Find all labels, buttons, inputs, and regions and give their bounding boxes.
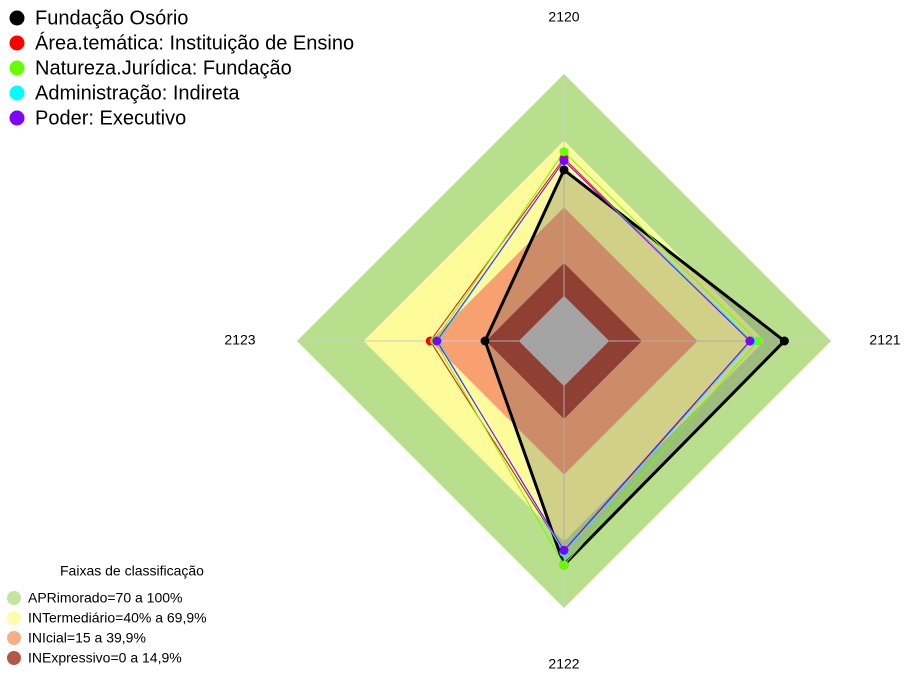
- legend-label: Fundação Osório: [35, 7, 188, 29]
- bands-legend-marker: [7, 611, 21, 625]
- series-point: [559, 147, 569, 157]
- series-point: [559, 545, 569, 555]
- axis-label: 2122: [548, 656, 579, 672]
- bands-legend-label: INIcial=15 a 39,9%: [28, 630, 146, 646]
- band: [430, 207, 698, 475]
- legend-marker: [9, 110, 25, 126]
- band: [485, 262, 643, 420]
- legend-marker: [9, 35, 25, 51]
- legend-label: Área.temática: Instituição de Ensino: [35, 31, 354, 54]
- axis-label: 2123: [224, 332, 255, 348]
- bands-legend-marker: [7, 591, 21, 605]
- axis-label: 2120: [548, 9, 579, 25]
- legend-marker: [9, 60, 25, 76]
- legend-marker: [9, 10, 25, 26]
- series-point: [779, 336, 789, 346]
- band: [363, 140, 765, 542]
- axis-label: 2121: [869, 332, 900, 348]
- series-point: [559, 156, 569, 166]
- bands-legend-marker: [7, 631, 21, 645]
- bands-legend-title: Faixas de classificação: [60, 563, 204, 579]
- series-point: [559, 560, 569, 570]
- series-point: [745, 336, 755, 346]
- legend-label: Natureza.Jurídica: Fundação: [35, 57, 292, 79]
- band: [297, 74, 831, 608]
- legend-marker: [9, 85, 25, 101]
- bands-legend-label: APRimorado=70 a 100%: [28, 590, 183, 606]
- legend-label: Administração: Indireta: [35, 82, 240, 104]
- series-point: [432, 336, 442, 346]
- bands-legend-label: INExpressivo=0 a 14,9%: [28, 650, 182, 666]
- legend-label: Poder: Executivo: [35, 107, 186, 129]
- series-point: [559, 165, 569, 175]
- bands-legend-marker: [7, 651, 21, 665]
- series-point: [480, 336, 490, 346]
- bands-legend-label: INTermediário=40% a 69,9%: [28, 610, 207, 626]
- center-hole: [519, 296, 609, 386]
